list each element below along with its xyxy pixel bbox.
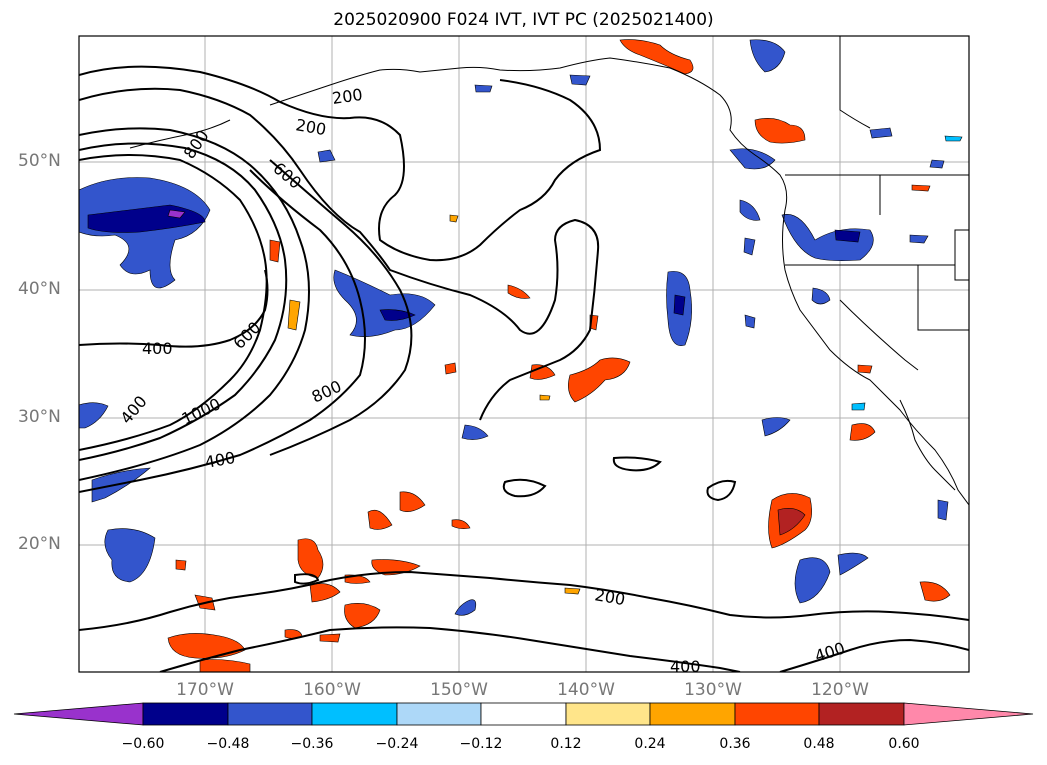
colorbar-segment [227,702,313,726]
colorbar-extend-min [13,702,144,726]
colorbar-tick-label: 0.12 [550,736,582,752]
contour-label: 400 [142,339,173,358]
map-background [79,36,969,672]
coastlines [129,36,969,506]
colorbar-segment [734,702,820,726]
lon-label: 170°W [176,680,234,700]
contour-label: 200 [331,85,364,108]
colorbar-tick-label: −0.60 [121,736,165,752]
colorbar-segment [480,702,567,726]
lat-label: 20°N [18,534,61,554]
lon-label: 120°W [811,680,869,700]
colorbar-tick-label: −0.48 [206,736,250,752]
contour-label: 400 [670,657,701,676]
colorbar-segment [142,702,229,726]
colorbar-segment [396,702,482,726]
lon-label: 140°W [557,680,615,700]
colorbar-segment [649,702,736,726]
lon-label: 160°W [303,680,361,700]
lat-label: 50°N [18,151,61,171]
map-frame [78,35,970,673]
colorbar-segment [565,702,651,726]
colorbar-segment [818,702,905,726]
lat-label: 40°N [18,279,61,299]
gridlines [79,36,969,672]
colorbar-tick-label: 0.48 [803,736,835,752]
colorbar-tick-label: 0.24 [634,736,666,752]
lat-label: 30°N [18,407,61,427]
colorbar [13,702,1034,726]
ivt-contours [79,65,969,672]
colorbar-tick-label: −0.36 [290,736,334,752]
colorbar-tick-label: 0.36 [719,736,751,752]
colorbar-segment [311,702,398,726]
lon-label: 150°W [430,680,488,700]
colorbar-tick-label: −0.12 [459,736,503,752]
positive-anomaly-areas [167,39,951,672]
lon-label: 130°W [684,680,742,700]
map-title: 2025020900 F024 IVT, IVT PC (2025021400) [333,10,714,30]
colorbar-tick-label: −0.24 [375,736,419,752]
colorbar-tick-label: 0.60 [888,736,920,752]
colorbar-extend-max [903,702,1034,726]
